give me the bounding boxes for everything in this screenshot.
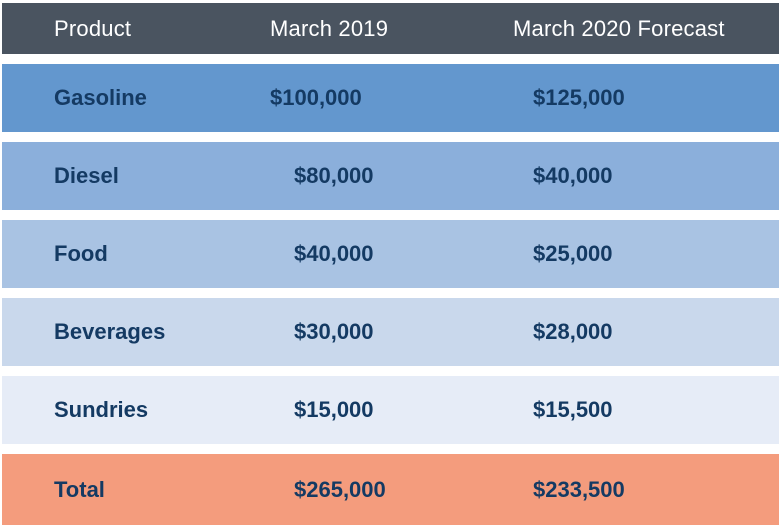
march-2020-forecast-value: $25,000 [533,241,613,266]
table-header-row: Product March 2019 March 2020 Forecast [2,3,779,54]
product-label: Food [54,241,108,266]
march-2019-value: $80,000 [294,163,374,188]
column-header-march-2019: March 2019 [270,15,389,41]
column-header-product: Product [54,15,132,41]
total-label: Total [54,476,105,502]
column-header-march-2020-forecast: March 2020 Forecast [513,15,725,41]
table-row-gasoline: Gasoline $100,000 $125,000 [2,64,779,132]
march-2019-value: $40,000 [294,241,374,266]
total-march-2020-forecast-value: $233,500 [533,476,625,502]
march-2019-value: $15,000 [294,397,374,422]
march-2020-forecast-value: $28,000 [533,319,613,344]
march-2020-forecast-value: $125,000 [533,85,625,110]
march-2019-value: $100,000 [270,85,362,110]
table-row-sundries: Sundries $15,000 $15,500 [2,376,779,444]
product-label: Gasoline [54,85,147,110]
march-2020-forecast-value: $40,000 [533,163,613,188]
product-label: Diesel [54,163,119,188]
table-row-total: Total $265,000 $233,500 [2,454,779,525]
total-march-2019-value: $265,000 [294,476,386,502]
table-row-beverages: Beverages $30,000 $28,000 [2,298,779,366]
march-2020-forecast-value: $15,500 [533,397,613,422]
product-label: Sundries [54,397,149,422]
product-label: Beverages [54,319,166,344]
table-row-diesel: Diesel $80,000 $40,000 [2,142,779,210]
march-2019-value: $30,000 [294,319,374,344]
table-row-food: Food $40,000 $25,000 [2,220,779,288]
